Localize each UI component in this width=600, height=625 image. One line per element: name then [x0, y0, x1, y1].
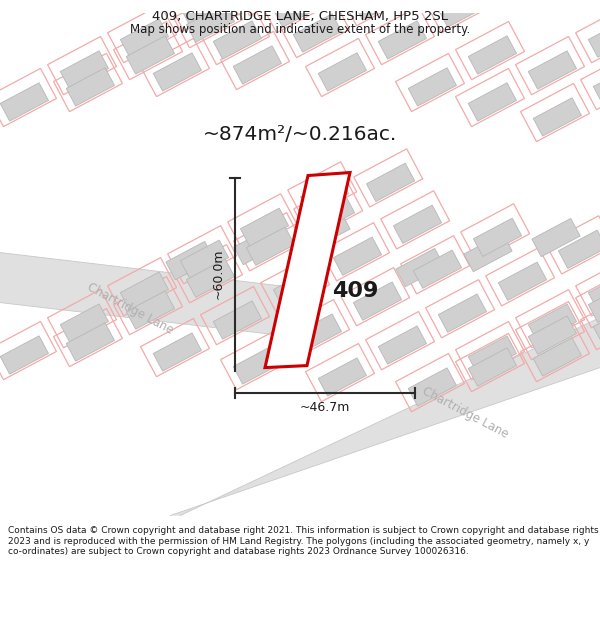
Polygon shape: [213, 301, 262, 339]
Polygon shape: [247, 0, 295, 10]
Polygon shape: [468, 348, 517, 386]
Polygon shape: [181, 240, 229, 278]
Polygon shape: [396, 248, 444, 287]
Polygon shape: [60, 51, 109, 89]
Polygon shape: [233, 46, 281, 84]
Polygon shape: [60, 304, 109, 343]
Polygon shape: [121, 272, 169, 310]
Polygon shape: [499, 262, 547, 301]
Text: 409, CHARTRIDGE LANE, CHESHAM, HP5 2SL: 409, CHARTRIDGE LANE, CHESHAM, HP5 2SL: [152, 10, 448, 23]
Polygon shape: [274, 269, 322, 308]
Polygon shape: [213, 21, 262, 59]
Polygon shape: [274, 0, 322, 28]
Polygon shape: [166, 241, 214, 280]
Polygon shape: [533, 338, 581, 376]
Text: Chartridge Lane: Chartridge Lane: [420, 384, 510, 441]
Polygon shape: [153, 52, 202, 91]
Polygon shape: [121, 19, 169, 58]
Polygon shape: [589, 284, 600, 322]
Polygon shape: [126, 36, 175, 74]
Polygon shape: [301, 176, 349, 214]
Polygon shape: [353, 0, 401, 20]
Polygon shape: [247, 227, 295, 266]
Polygon shape: [66, 68, 115, 106]
Polygon shape: [318, 358, 367, 396]
Polygon shape: [293, 14, 341, 52]
Text: ~60.0m: ~60.0m: [212, 249, 225, 299]
Polygon shape: [293, 314, 341, 352]
Polygon shape: [559, 230, 600, 269]
Polygon shape: [413, 250, 461, 288]
Polygon shape: [0, 253, 300, 338]
Polygon shape: [265, 173, 350, 368]
Polygon shape: [307, 195, 355, 233]
Polygon shape: [378, 326, 427, 364]
Polygon shape: [529, 304, 577, 343]
Polygon shape: [187, 259, 235, 298]
Polygon shape: [528, 51, 577, 89]
Polygon shape: [367, 163, 415, 201]
Polygon shape: [126, 291, 175, 329]
Polygon shape: [439, 294, 487, 333]
Polygon shape: [532, 218, 580, 257]
Polygon shape: [468, 36, 517, 74]
Text: ~874m²/~0.216ac.: ~874m²/~0.216ac.: [203, 125, 397, 144]
Text: ~46.7m: ~46.7m: [300, 401, 350, 414]
Polygon shape: [334, 237, 382, 276]
Polygon shape: [181, 0, 229, 25]
Polygon shape: [66, 323, 115, 361]
Text: Contains OS data © Crown copyright and database right 2021. This information is : Contains OS data © Crown copyright and d…: [8, 526, 598, 556]
Polygon shape: [468, 336, 517, 374]
Polygon shape: [394, 205, 442, 243]
Polygon shape: [378, 21, 427, 59]
Polygon shape: [468, 82, 517, 121]
Polygon shape: [439, 0, 487, 28]
Text: Map shows position and indicative extent of the property.: Map shows position and indicative extent…: [130, 22, 470, 36]
Polygon shape: [593, 306, 600, 344]
Polygon shape: [170, 318, 600, 516]
Polygon shape: [528, 316, 577, 354]
Polygon shape: [0, 82, 49, 121]
Polygon shape: [233, 346, 281, 384]
Polygon shape: [353, 282, 401, 320]
Polygon shape: [234, 226, 282, 265]
Polygon shape: [408, 68, 457, 106]
Text: 409: 409: [332, 281, 378, 301]
Polygon shape: [589, 19, 600, 58]
Text: Chartridge Lane: Chartridge Lane: [85, 281, 175, 337]
Polygon shape: [241, 208, 289, 246]
Polygon shape: [0, 336, 49, 374]
Polygon shape: [187, 4, 235, 43]
Polygon shape: [589, 272, 600, 311]
Polygon shape: [473, 218, 521, 256]
Polygon shape: [318, 52, 367, 91]
Polygon shape: [408, 368, 457, 406]
Polygon shape: [153, 333, 202, 371]
Polygon shape: [464, 233, 512, 272]
Polygon shape: [302, 211, 350, 250]
Polygon shape: [593, 66, 600, 104]
Polygon shape: [533, 98, 581, 136]
